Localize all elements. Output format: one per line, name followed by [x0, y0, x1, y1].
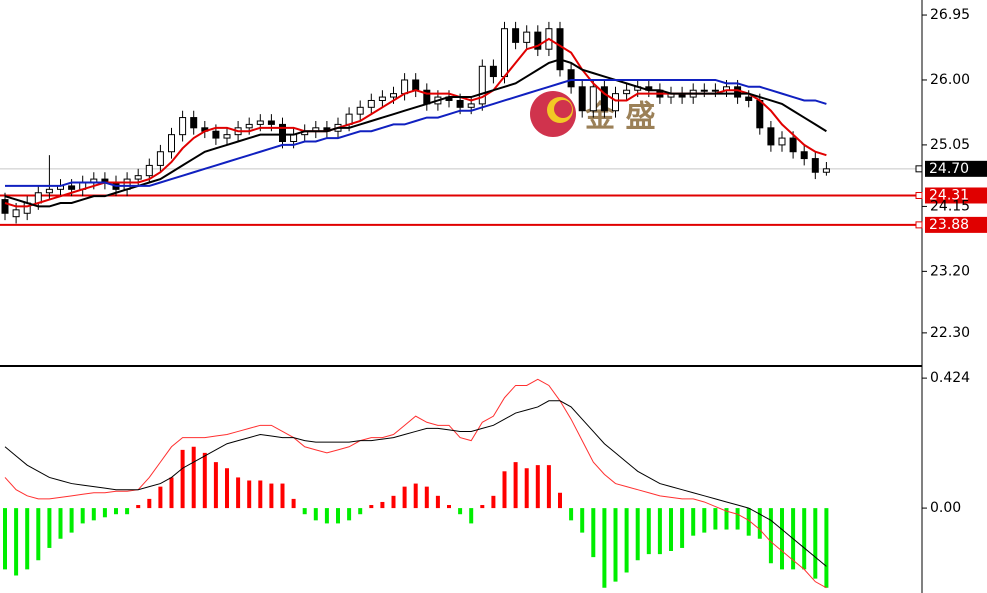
candle-body	[390, 93, 397, 98]
candle-body	[223, 134, 231, 139]
candle-body	[134, 175, 142, 180]
price-tag	[925, 160, 987, 177]
price-tag-label: 24.70	[929, 161, 969, 177]
price-tag-label: 23.88	[929, 217, 969, 233]
indicator-line	[4, 400, 827, 567]
price-tag	[925, 216, 987, 233]
candle-body	[212, 130, 220, 139]
indicator-line	[5, 78, 827, 187]
candle-body	[756, 99, 764, 129]
price-tag-label: 24.31	[929, 187, 969, 203]
candle-body	[501, 28, 508, 78]
candle-body	[822, 168, 830, 173]
candle-body	[600, 86, 608, 112]
candle-body	[711, 89, 719, 92]
candle-body	[734, 86, 742, 98]
candle-body	[401, 79, 409, 95]
candle-body	[534, 31, 542, 50]
candle-body	[612, 93, 619, 112]
price-tag	[925, 187, 987, 204]
y-tick-label: 23.20	[930, 263, 970, 279]
candle-body	[489, 65, 497, 78]
candle-body	[367, 99, 375, 108]
candle-body	[378, 96, 386, 101]
indicator-line	[4, 378, 827, 589]
candle-body	[290, 134, 298, 142]
candle-body	[700, 89, 708, 92]
candle-body	[68, 185, 76, 190]
y-tick-label: 24.15	[930, 198, 970, 214]
candle-body	[623, 89, 631, 95]
candle-body	[179, 117, 187, 136]
candle-body	[811, 158, 819, 173]
y-tick-label: 25.05	[930, 137, 970, 153]
candle-body	[356, 106, 364, 115]
candle-body	[478, 65, 486, 105]
candle-body	[456, 99, 464, 108]
candle-body	[279, 123, 286, 142]
price-marker	[915, 165, 923, 173]
y-tick-label: 22.30	[930, 325, 970, 341]
y-tick-label: 26.95	[930, 7, 970, 23]
candle-body	[256, 120, 264, 125]
candle-body	[578, 86, 586, 112]
candle-body	[45, 188, 53, 194]
candle-body	[556, 28, 564, 71]
indicator-line	[4, 58, 827, 208]
candle-body	[156, 151, 164, 166]
y-tick-label: 26.00	[930, 72, 970, 88]
candle-body	[800, 151, 808, 160]
candle-body	[512, 28, 520, 43]
candle-body	[467, 103, 475, 108]
candle-body	[145, 164, 153, 177]
candle-body	[168, 134, 175, 153]
candle-body	[12, 209, 20, 218]
candle-body	[589, 86, 597, 112]
candle-body	[245, 123, 253, 129]
candle-body	[745, 96, 753, 101]
candle-body	[789, 137, 797, 153]
candle-body	[190, 117, 198, 129]
candle-body	[767, 127, 775, 146]
candle-body	[778, 137, 786, 146]
y-tick-label: 0.424	[930, 370, 970, 386]
logo	[554, 100, 572, 118]
price-marker	[915, 191, 923, 199]
candle-body	[523, 31, 531, 43]
candle-body	[412, 79, 420, 91]
candle-body	[267, 120, 275, 125]
candle-body	[567, 69, 575, 88]
candle-body	[1, 199, 9, 214]
y-tick-label: 0.00	[930, 500, 961, 516]
price-marker	[915, 221, 923, 229]
